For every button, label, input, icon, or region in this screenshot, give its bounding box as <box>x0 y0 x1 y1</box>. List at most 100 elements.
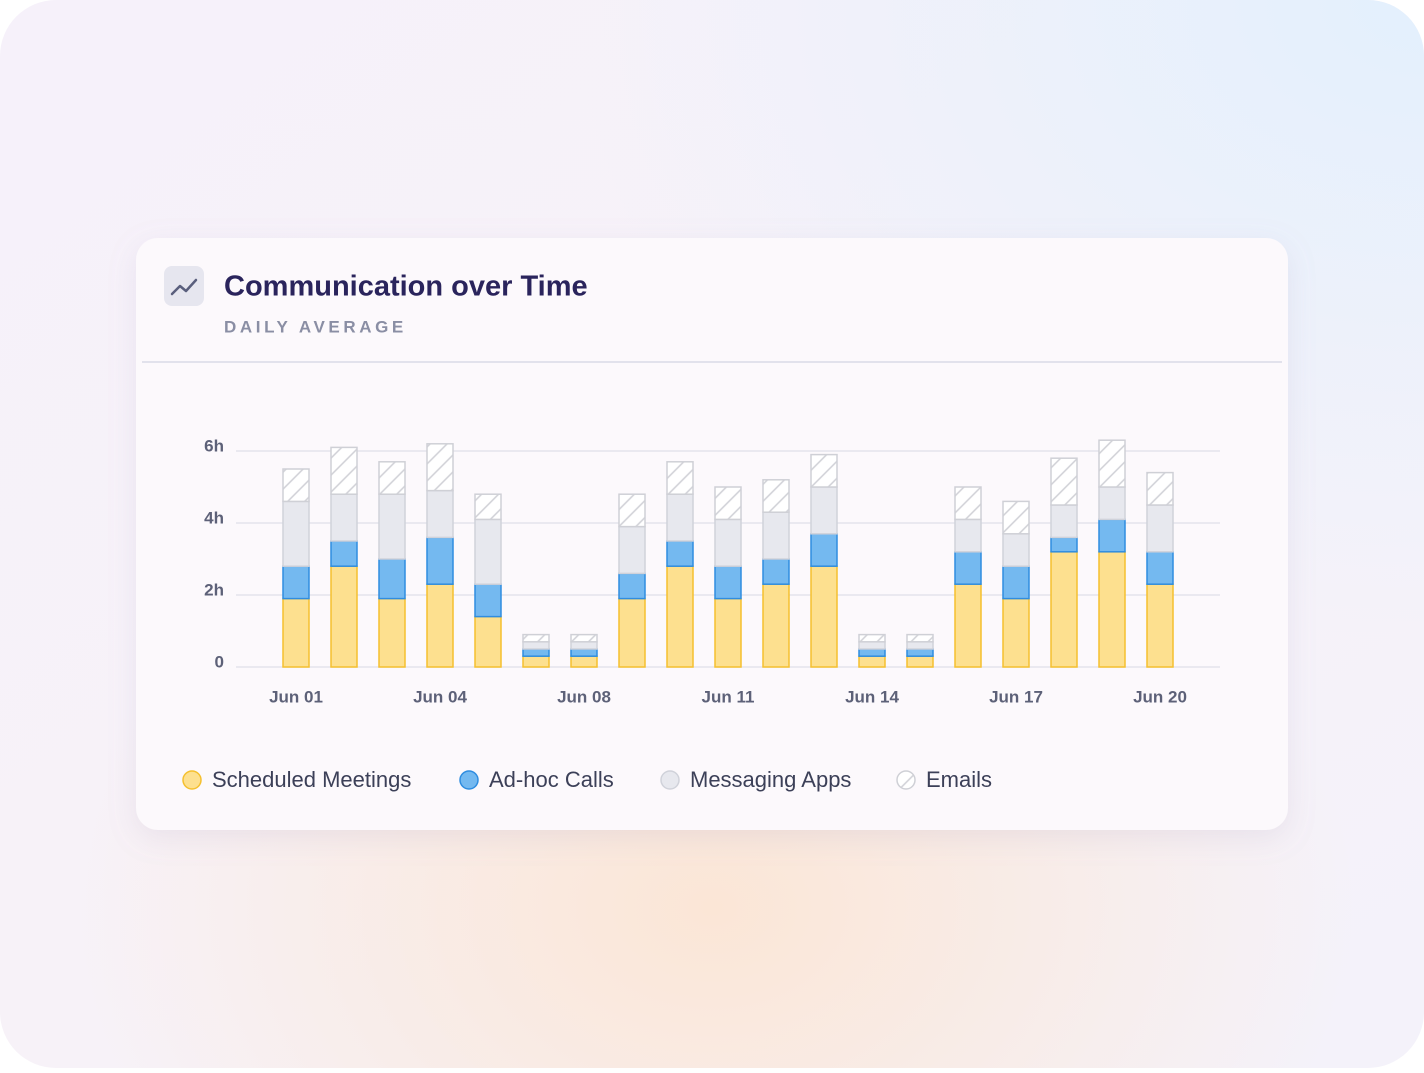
bar-segment <box>858 648 886 657</box>
x-tick-label: Jun 08 <box>557 687 611 706</box>
bar-segment <box>762 583 790 668</box>
bar-segment <box>858 641 886 650</box>
chart-title: Communication over Time <box>224 271 588 303</box>
legend-swatch <box>182 770 202 790</box>
chart-icon-line <box>170 278 198 296</box>
bar-segment <box>666 565 694 668</box>
bar-segment <box>954 486 982 521</box>
bar-segment <box>1098 486 1126 521</box>
bar-segment <box>1002 500 1030 535</box>
bar-segment <box>378 597 406 668</box>
bar-segment <box>762 558 790 585</box>
bar-segment <box>954 583 982 668</box>
bar-segment <box>330 446 358 495</box>
bar-segment <box>714 597 742 668</box>
bar-segment <box>1146 551 1174 585</box>
bar-segment <box>1146 504 1174 553</box>
bar-segment <box>474 615 502 668</box>
bar-segment <box>762 479 790 513</box>
chart-subtitle: DAILY AVERAGE <box>224 317 407 336</box>
bar-segment <box>810 453 838 488</box>
bar-segment <box>906 655 934 668</box>
bar-segment <box>666 493 694 542</box>
bar-segment <box>906 633 934 643</box>
bar-segment <box>1002 597 1030 668</box>
bar-segment <box>426 489 454 539</box>
x-tick-label: Jun 20 <box>1133 687 1187 706</box>
bar-segment <box>570 641 598 650</box>
bar-segment <box>378 558 406 600</box>
bar-segment <box>282 565 310 600</box>
bar-segment <box>618 525 646 575</box>
bar-segment <box>714 486 742 521</box>
chart-icon <box>164 266 204 306</box>
bar-segment <box>474 518 502 585</box>
bar-segment <box>618 597 646 668</box>
legend-label: Emails <box>926 767 992 792</box>
x-tick-label: Jun 04 <box>413 687 467 706</box>
bar-segment <box>1098 518 1126 553</box>
bar-segment <box>570 633 598 643</box>
legend-label: Ad-hoc Calls <box>489 767 614 792</box>
bar-segment <box>714 565 742 600</box>
x-tick-label: Jun 17 <box>989 687 1043 706</box>
bar-segment <box>810 533 838 567</box>
bar-segment <box>618 493 646 528</box>
card <box>136 238 1288 830</box>
x-tick-label: Jun 01 <box>269 687 323 706</box>
bar-segment <box>474 583 502 618</box>
bar-segment <box>522 641 550 650</box>
bar-segment <box>522 655 550 668</box>
bar-segment <box>618 572 646 600</box>
bar-segment <box>570 648 598 657</box>
x-tick-label: Jun 14 <box>845 687 899 706</box>
bar-segment <box>1146 471 1174 506</box>
bar-segment <box>378 493 406 560</box>
bar-segment <box>906 648 934 657</box>
bar-segment <box>954 518 982 553</box>
bar-segment <box>1146 583 1174 668</box>
bar-segment <box>426 443 454 492</box>
legend-swatch <box>896 770 916 790</box>
legend-label: Messaging Apps <box>690 767 851 792</box>
bar-segment <box>1002 565 1030 600</box>
bar-segment <box>1050 536 1078 553</box>
y-tick-label: 0 <box>215 652 224 671</box>
bar-segment <box>666 461 694 495</box>
bar-segment <box>666 540 694 567</box>
y-tick-label: 4h <box>204 508 224 527</box>
bar-segment <box>1050 551 1078 668</box>
bar-segment <box>282 500 310 567</box>
bar-segment <box>570 655 598 668</box>
bar-segment <box>1050 457 1078 506</box>
bar-segment <box>810 565 838 668</box>
legend-label: Scheduled Meetings <box>212 767 411 792</box>
bar-segment <box>1050 504 1078 539</box>
bar-segment <box>1098 551 1126 668</box>
bar-segment <box>474 493 502 521</box>
bar-segment <box>378 461 406 495</box>
bar-segment <box>714 518 742 567</box>
bar-segment <box>282 597 310 668</box>
bar-segment <box>954 551 982 585</box>
bar-segment <box>522 648 550 657</box>
bar-segment <box>762 511 790 560</box>
bar-segment <box>522 633 550 643</box>
bar-segment <box>426 536 454 585</box>
y-tick-label: 2h <box>204 580 224 599</box>
bar-segment <box>906 641 934 650</box>
bar-segment <box>1098 439 1126 488</box>
bar-segment <box>1002 533 1030 567</box>
bar-segment <box>426 583 454 668</box>
legend-swatch <box>459 770 479 790</box>
bar-segment <box>858 633 886 643</box>
bar-segment <box>330 540 358 567</box>
bar-segment <box>810 486 838 535</box>
bar-segment <box>330 565 358 668</box>
bar-segment <box>282 468 310 503</box>
legend-swatch <box>660 770 680 790</box>
x-tick-label: Jun 11 <box>702 687 755 706</box>
bar-segment <box>858 655 886 668</box>
